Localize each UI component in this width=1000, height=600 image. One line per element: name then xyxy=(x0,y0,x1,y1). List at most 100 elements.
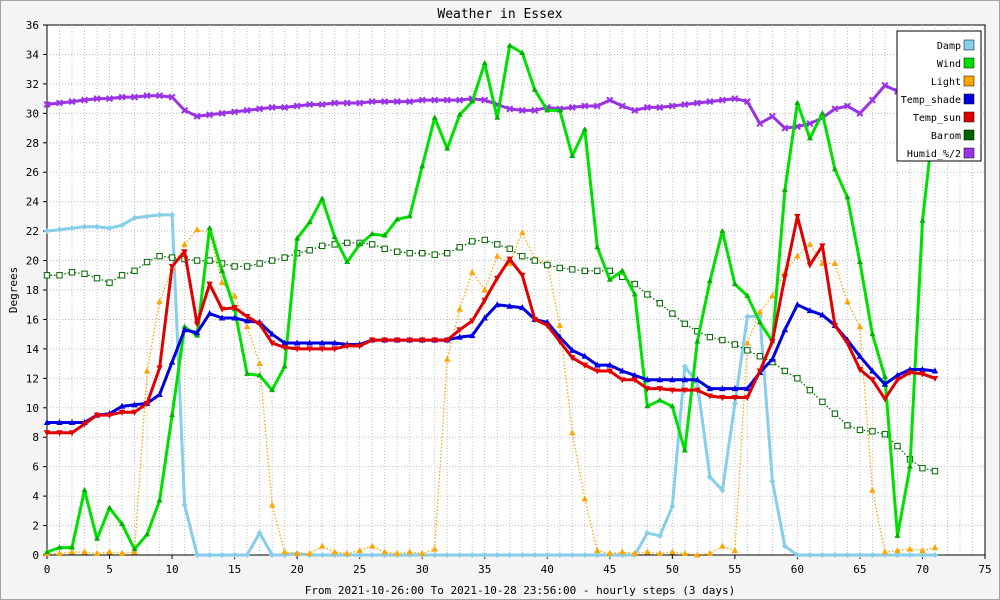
y-tick-label: 34 xyxy=(26,48,40,61)
temp-sun-point xyxy=(606,368,613,375)
temp-sun-point xyxy=(256,321,263,328)
damp-point xyxy=(519,552,526,558)
y-tick-label: 16 xyxy=(26,313,39,326)
humid-2-point xyxy=(581,102,589,110)
barom-point xyxy=(193,257,201,264)
humid-2-point xyxy=(431,96,439,104)
barom-point xyxy=(506,245,513,252)
humid-2-point xyxy=(406,98,414,106)
temp-sun-point xyxy=(906,369,914,376)
damp-point xyxy=(81,223,88,230)
light-point xyxy=(143,367,151,374)
barom-point xyxy=(318,242,326,250)
wind-point xyxy=(619,267,626,273)
light-point xyxy=(794,252,801,259)
wind-point xyxy=(844,194,851,200)
damp-point xyxy=(144,213,151,220)
legend-swatch-light xyxy=(963,75,975,87)
temp-shade-point xyxy=(331,339,338,346)
temp-shade-point xyxy=(869,367,876,374)
light-point xyxy=(318,542,326,549)
humid-2-point xyxy=(693,99,701,107)
temp-shade-point xyxy=(118,402,126,409)
temp-shade-point xyxy=(644,376,651,383)
humid-2-point xyxy=(518,106,526,114)
barom-point xyxy=(869,428,876,435)
temp-sun-point xyxy=(193,321,201,328)
legend-label-temp-shade: Temp_shade xyxy=(901,95,961,106)
temp-shade-point xyxy=(856,352,864,359)
temp-sun-point xyxy=(656,386,664,393)
temp-shade-point xyxy=(794,301,801,308)
wind-point xyxy=(581,126,588,132)
wind-point xyxy=(456,111,463,117)
x-tick-label: 10 xyxy=(165,563,178,576)
light-point xyxy=(694,551,701,558)
temp-shade-point xyxy=(43,419,51,425)
humid-2-point xyxy=(656,103,664,111)
light-point xyxy=(193,226,201,233)
humid-2-point xyxy=(281,103,289,111)
barom-point xyxy=(343,239,351,247)
wind-point xyxy=(531,86,538,92)
barom-point xyxy=(894,442,901,450)
light-point xyxy=(393,550,401,557)
barom-point xyxy=(368,241,376,248)
damp-point xyxy=(369,552,376,558)
humid-2-point xyxy=(506,105,514,113)
temp-shade-point xyxy=(631,371,639,378)
temp-sun-point xyxy=(806,262,814,269)
wind-point xyxy=(444,145,451,151)
x-tick-label: 45 xyxy=(603,563,616,576)
light-point xyxy=(756,308,764,315)
damp-point xyxy=(481,552,488,558)
damp-point xyxy=(244,552,251,558)
y-axis-label: Degrees xyxy=(7,267,20,313)
humid-2-point xyxy=(756,120,764,128)
temp-sun-point xyxy=(431,337,438,344)
light-point xyxy=(869,486,876,493)
wind-point xyxy=(694,338,701,344)
wind-point xyxy=(131,545,138,552)
temp-sun-point xyxy=(494,275,501,282)
damp-point xyxy=(169,211,176,218)
wind-point xyxy=(244,370,251,376)
temp-sun-point xyxy=(268,340,276,347)
light-point xyxy=(569,429,576,436)
temp-sun-point xyxy=(206,281,213,288)
temp-sun-point xyxy=(556,339,563,346)
wind-point xyxy=(69,544,76,550)
humid-2-point xyxy=(231,108,239,116)
temp-sun-point xyxy=(519,272,526,279)
grid-lines xyxy=(47,25,985,555)
barom-point xyxy=(281,254,288,261)
light-point xyxy=(419,550,426,557)
temp-sun-point xyxy=(531,316,538,323)
legend-label-humid-2: Humid_%/2 xyxy=(907,149,961,160)
light-point xyxy=(519,229,526,236)
humid-2-point xyxy=(106,95,114,103)
temp-sun-point xyxy=(869,377,876,384)
temp-sun-point xyxy=(569,355,576,362)
barom-point xyxy=(381,245,388,252)
temp-shade-point xyxy=(456,333,463,340)
y-tick-label: 2 xyxy=(32,520,39,533)
barom-point xyxy=(806,386,814,394)
barom-point xyxy=(744,347,751,354)
light-point xyxy=(343,550,351,557)
barom-point xyxy=(93,275,101,282)
legend-swatch-humid-2 xyxy=(963,147,975,159)
temp-sun-point xyxy=(368,337,376,344)
light-point xyxy=(506,260,513,266)
wind-point xyxy=(469,98,476,104)
wind-point xyxy=(556,107,563,113)
barom-point xyxy=(256,260,263,267)
humid-2-point xyxy=(243,106,251,114)
light-point xyxy=(494,252,501,259)
temp-sun-point xyxy=(631,377,639,384)
temp-sun-point xyxy=(118,409,126,416)
barom-point xyxy=(556,264,563,272)
temp-shade-point xyxy=(181,326,188,333)
wind-point xyxy=(481,60,488,66)
damp-point xyxy=(531,552,538,558)
